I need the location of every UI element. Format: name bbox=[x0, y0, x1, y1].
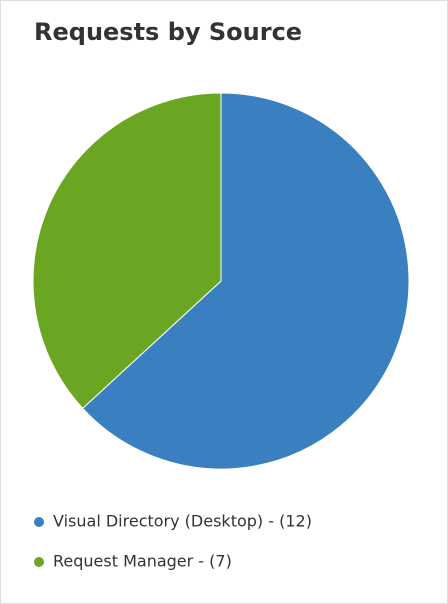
legend-label: Request Manager - (7) bbox=[53, 552, 232, 571]
pie-slice bbox=[81, 92, 410, 470]
legend-label: Visual Directory (Desktop) - (12) bbox=[53, 512, 312, 531]
pie-slice bbox=[32, 92, 222, 410]
legend-marker bbox=[34, 557, 44, 567]
chart-title: Requests by Source bbox=[34, 18, 302, 46]
legend-marker bbox=[34, 517, 44, 527]
